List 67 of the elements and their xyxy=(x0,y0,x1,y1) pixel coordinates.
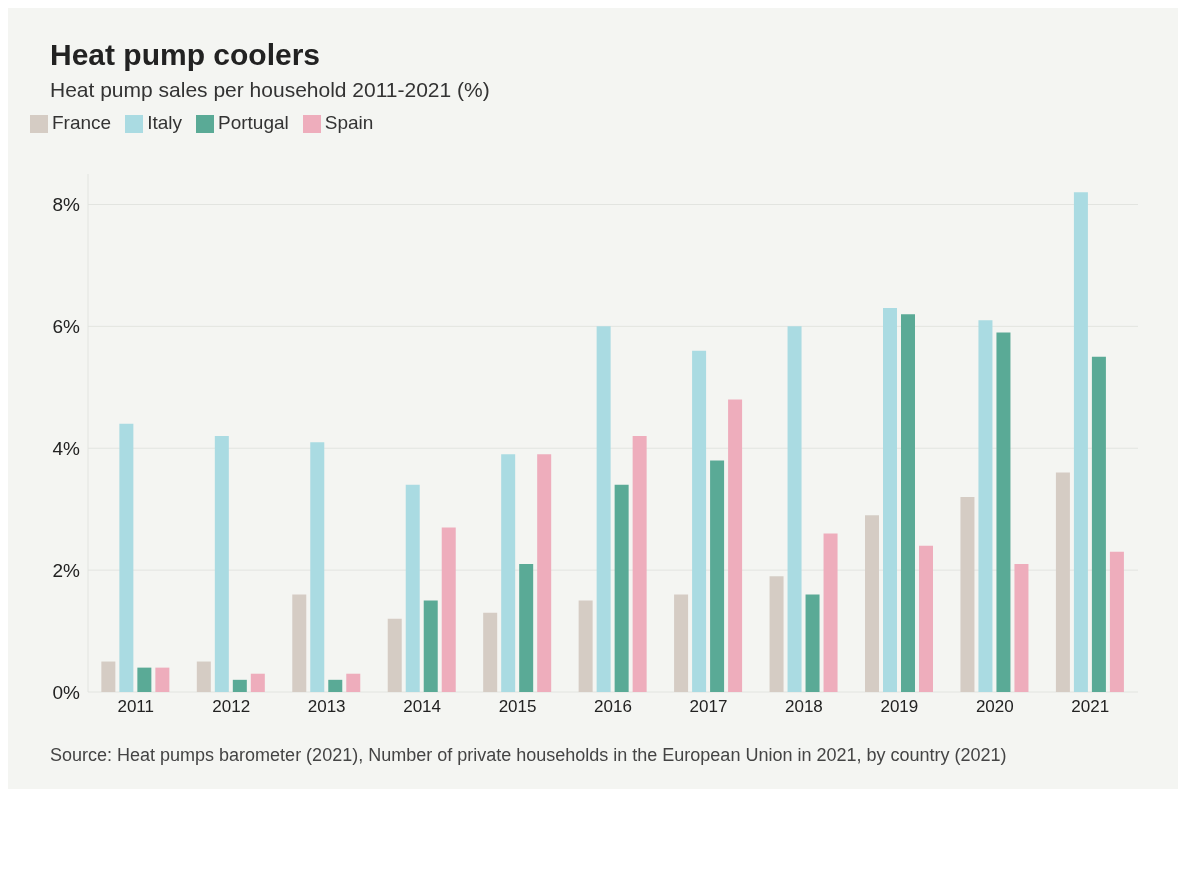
legend-label: Italy xyxy=(147,112,182,133)
x-tick-label: 2011 xyxy=(117,697,155,717)
bar xyxy=(519,564,534,692)
bar xyxy=(787,326,802,692)
bar xyxy=(674,594,689,692)
bar xyxy=(119,423,134,692)
bar xyxy=(978,320,993,692)
bar xyxy=(692,350,707,692)
x-tick-label: 2013 xyxy=(307,697,346,717)
bar xyxy=(328,679,343,692)
x-tick-label: 2020 xyxy=(975,697,1014,717)
legend-label: France xyxy=(52,112,112,133)
x-tick-label: 2012 xyxy=(212,697,251,717)
bar xyxy=(865,515,879,692)
x-tick-label: 2017 xyxy=(689,697,728,717)
y-tick-label: 4% xyxy=(52,437,81,459)
x-tick-label: 2015 xyxy=(498,697,537,717)
bar xyxy=(292,594,307,692)
bar xyxy=(196,661,211,692)
x-tick-label: 2016 xyxy=(594,697,632,717)
bar xyxy=(1073,192,1088,692)
bar xyxy=(214,436,229,692)
bar xyxy=(901,314,915,692)
bar xyxy=(728,399,743,692)
bar xyxy=(710,460,725,692)
bar xyxy=(823,533,838,692)
bar xyxy=(578,600,593,692)
y-tick-label: 8% xyxy=(52,194,81,216)
y-tick-label: 2% xyxy=(52,559,81,581)
bar xyxy=(1091,356,1106,692)
y-tick-label: 6% xyxy=(52,316,81,338)
bar xyxy=(883,308,897,692)
bar xyxy=(1014,564,1029,692)
bar xyxy=(596,326,611,692)
bar xyxy=(537,454,552,692)
bar xyxy=(250,673,265,692)
bar xyxy=(996,332,1011,692)
bar xyxy=(310,442,325,692)
bar xyxy=(805,594,820,692)
x-tick-label: 2018 xyxy=(785,697,823,717)
bar xyxy=(101,661,116,692)
bar xyxy=(137,667,152,692)
bar xyxy=(1109,551,1124,692)
bar xyxy=(501,454,516,692)
bar xyxy=(405,484,420,692)
chart-title: Heat pump coolers xyxy=(50,38,322,72)
bar xyxy=(632,436,647,692)
bar xyxy=(155,667,170,692)
legend-label: Spain xyxy=(324,112,374,133)
bar xyxy=(919,545,933,692)
x-tick-label: 2019 xyxy=(880,697,919,717)
legend-label: Portugal xyxy=(218,112,289,133)
bar xyxy=(1055,472,1070,692)
bar xyxy=(423,600,438,692)
chart-subtitle: Heat pump sales per household 2011-2021 (%) xyxy=(50,78,491,102)
x-tick-label: 2021 xyxy=(1071,697,1110,717)
bar xyxy=(614,484,629,692)
bar xyxy=(769,576,784,692)
bar xyxy=(232,679,247,692)
bar xyxy=(960,496,975,692)
source-note: Source: Heat pumps barometer (2021), Number of private households in the European Union in 2021, by country (2021) xyxy=(50,744,1008,767)
bar xyxy=(441,527,456,692)
y-tick-label: 0% xyxy=(52,681,81,703)
bar xyxy=(387,618,402,692)
bar xyxy=(346,673,361,692)
x-tick-label: 2014 xyxy=(403,697,441,717)
bar xyxy=(483,612,498,692)
